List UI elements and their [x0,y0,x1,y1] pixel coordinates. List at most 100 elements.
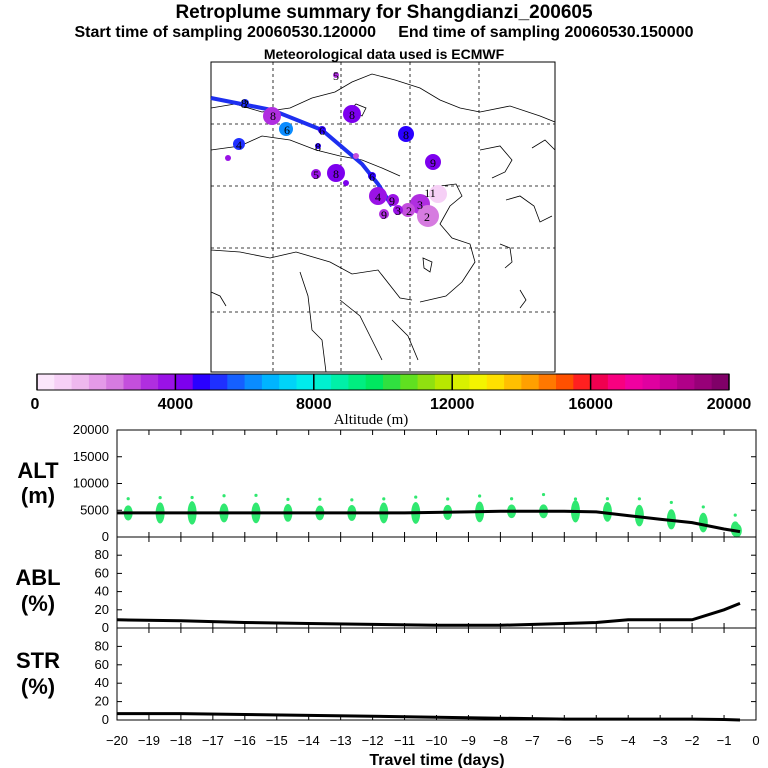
plume-cluster-marker [379,209,389,219]
panel-ylabel: STR [16,648,60,673]
plume-cluster-marker [279,122,293,136]
sampling-times: Start time of sampling 20060530.120000 E… [0,24,768,42]
x-tick-label: −9 [461,733,476,748]
coastline-path [479,105,556,123]
altitude-spread-mark [541,492,546,497]
plume-cluster-marker [417,205,439,227]
colorbar-swatch [123,374,142,390]
colorbar-label: Altitude (m) [334,412,409,428]
panel-ylabel-unit: (m) [21,483,55,508]
plume-cluster-marker [353,153,359,159]
coastline-path [210,249,413,301]
coastline-path [299,271,327,373]
cluster-age-label: 3 [417,198,423,212]
panel-ylabel-unit: (%) [21,674,55,699]
altitude-spread-mark [605,497,610,501]
cluster-age-label: 3 [395,204,401,218]
cluster-age-label: 2 [406,204,412,218]
altitude-spread-mark [286,497,290,501]
plume-cluster-marker [368,172,376,180]
colorbar-swatch [694,374,713,390]
coastline-path [422,257,433,273]
cluster-age-label: 5 [333,69,339,83]
y-tick-label: 80 [95,638,109,653]
colorbar-tick-label: 4000 [158,396,194,413]
coastline-path [479,145,513,179]
x-tick-label: −19 [138,733,160,748]
x-tick-label: −20 [106,733,128,748]
altitude-spread-mark [350,498,354,502]
altitude-spread-mark [126,497,130,501]
colorbar-swatch [573,374,592,390]
altitude-spread-mark [446,497,450,501]
y-tick-label: 20 [95,602,109,617]
start-time-label: Start time of sampling 20060530.120000 [74,24,377,41]
plume-cluster-marker [315,143,321,149]
coastline-path [519,289,527,309]
altitude-spread-mark [669,500,673,505]
str-series-line [117,712,741,722]
chart-title: Retroplume summary for Shangdianzi_20060… [175,2,593,23]
y-tick-label: 20 [95,694,109,709]
time-series-panels: ALT(m)05000100001500020000ABL(%)02040608… [15,422,759,748]
altitude-spread-mark [573,497,578,501]
y-tick-label: 0 [102,529,109,544]
plume-cluster-marker [393,205,403,215]
colorbar-swatch [192,374,211,390]
plume-cluster-marker [233,138,245,150]
colorbar-tick-label: 0 [31,396,40,413]
coastline-path [210,291,227,307]
colorbar-swatch [486,374,505,390]
x-tick-label: −8 [493,733,508,748]
colorbar-swatch [607,374,626,390]
altitude-spread-mark [318,497,322,501]
x-tick-label: −5 [589,733,604,748]
colorbar-swatch [434,374,453,390]
plume-cluster-marker [333,72,339,78]
y-tick-label: 20000 [73,422,109,437]
cluster-age-label: 6 [369,170,375,184]
colorbar-swatch [625,374,643,390]
colorbar-swatch [659,374,678,390]
colorbar-tick-label: 20000 [707,396,752,413]
panel-ylabel-unit: (%) [21,591,55,616]
altitude-spread-mark [158,496,162,500]
altitude-spread-mark [478,494,482,498]
y-tick-label: 5000 [80,502,109,517]
x-tick-label: −6 [557,733,572,748]
y-tick-label: 15000 [73,449,109,464]
colorbar-swatch [227,374,246,390]
altitude-spread-mark [382,497,386,501]
coastline-path [531,139,556,151]
colorbar-swatch [677,374,695,390]
plume-cluster-marker [263,107,281,125]
y-tick-label: 60 [95,565,109,580]
x-tick-label: −3 [653,733,668,748]
colorbar-swatch [158,374,176,390]
coastline-path [391,319,419,361]
panel-ylabel: ALT [17,458,59,483]
cluster-age-label: 2 [424,210,430,224]
plume-cluster-marker [401,203,415,217]
plume-cluster-marker [343,105,361,123]
plume-cluster-marker [398,126,414,142]
cluster-age-label: 8 [349,108,355,122]
y-tick-label: 10000 [73,476,109,491]
colorbar-swatch [71,374,90,390]
colorbar-swatch [469,374,488,390]
cluster-age-label: 8 [270,109,276,123]
plume-cluster-marker [343,180,349,186]
plume-cluster-marker [369,187,387,205]
coastline-path [499,243,513,269]
colorbar-swatch [244,374,263,390]
coastline-path [210,135,401,177]
x-tick-label: −2 [685,733,700,748]
y-tick-label: 80 [95,547,109,562]
cluster-age-label: 9 [430,156,436,170]
colorbar-tick-label: 8000 [296,396,332,413]
cluster-age-label: 8 [403,128,409,142]
y-tick-label: 0 [102,620,109,635]
plume-cluster-marker [425,154,441,170]
y-tick-label: 60 [95,657,109,672]
